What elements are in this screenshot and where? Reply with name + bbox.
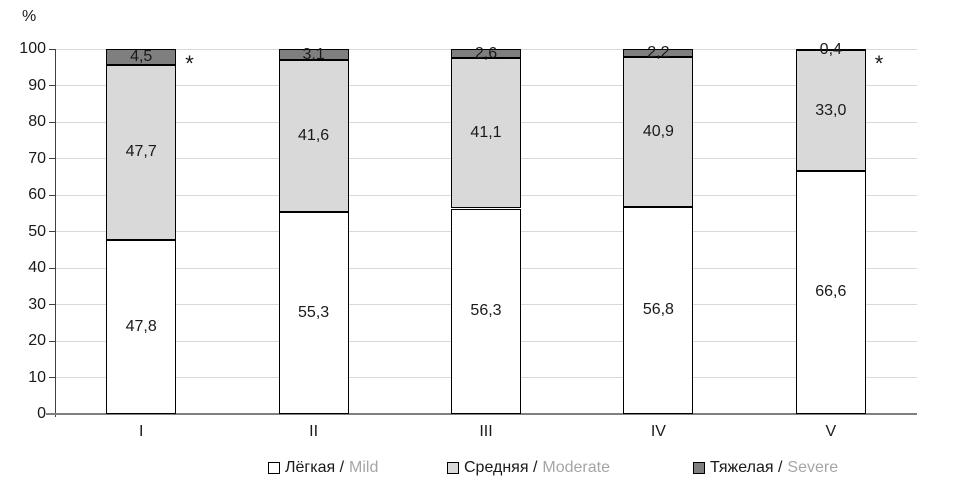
y-axis-tick (49, 340, 55, 342)
y-axis-tick-label: 10 (28, 368, 46, 386)
legend-label-ru-mild: Лёгкая / (285, 459, 345, 476)
legend-label-en-severe: Severe (787, 459, 839, 476)
legend-item-moderate: Средняя / Moderate (447, 458, 610, 478)
y-axis-tick-label: 20 (28, 332, 46, 349)
y-axis-tick-label: 100 (19, 40, 46, 57)
legend-label-en-moderate: Moderate (542, 459, 610, 476)
y-axis-tick (49, 267, 55, 269)
y-axis-tick (49, 121, 55, 123)
bar-IV-severe-segment (623, 49, 694, 58)
x-axis-category-label: I (138, 423, 144, 440)
y-axis-tick-label: 30 (28, 295, 46, 313)
bar-IV-mild-value-label: 56,8 (642, 301, 674, 319)
bar-II-moderate-segment (278, 60, 349, 213)
x-axis-category-label: II (309, 423, 319, 440)
bar-V-moderate-value-label: 33,0 (815, 101, 847, 119)
y-axis-tick-label: 40 (28, 259, 46, 276)
y-axis-line (55, 49, 56, 417)
y-axis-tick (49, 85, 55, 86)
bar-IV-moderate-segment (623, 57, 694, 207)
bar-III-mild-segment (451, 208, 521, 414)
bar-IV-moderate-value-label: 40,9 (642, 123, 674, 141)
bar-III-moderate-value-label: 41,1 (470, 124, 502, 142)
bar-I-mild-value-label: 47,8 (125, 317, 157, 335)
legend-swatch-moderate (447, 462, 459, 474)
bar-II-severe-segment (278, 49, 349, 61)
bar-III-moderate-segment (451, 58, 521, 209)
y-axis-tick (49, 231, 55, 232)
bar-IV-mild-segment (623, 206, 694, 414)
x-axis-category-label: III (479, 423, 493, 440)
legend-label-ru-severe: Тяжелая / (710, 459, 783, 476)
bar-I-moderate-segment (106, 65, 177, 240)
y-axis-tick-label: 80 (28, 113, 46, 130)
y-axis-tick (49, 194, 55, 196)
y-axis-tick (49, 304, 55, 305)
significance-asterisk: * (185, 51, 194, 76)
x-axis-line (46, 413, 917, 415)
bar-II-mild-segment (278, 212, 349, 414)
bar-I-severe-value-label: 4,5 (130, 48, 153, 66)
significance-asterisk: * (874, 51, 884, 76)
y-axis-tick-label: 70 (28, 149, 46, 167)
bar-II-mild-value-label: 55,3 (298, 304, 330, 322)
bar-IV-severe-value-label: 2,2 (647, 44, 670, 62)
bar-I-moderate-value-label: 47,7 (125, 143, 157, 161)
legend-label-en-mild: Mild (349, 459, 379, 476)
legend-label-ru-moderate: Средняя / (464, 459, 538, 476)
y-axis-tick-label: 90 (28, 76, 46, 94)
bar-I-severe-segment (106, 49, 177, 66)
x-axis-category-label: V (825, 423, 837, 440)
bar-III-severe-segment (451, 49, 521, 59)
bar-II-moderate-value-label: 41,6 (298, 127, 330, 145)
legend-item-mild: Лёгкая / Mild (268, 458, 378, 478)
bar-V-mild-segment (795, 170, 866, 414)
y-axis-tick (49, 48, 55, 50)
y-axis-tick (49, 377, 55, 378)
y-axis-tick (49, 158, 55, 159)
bar-III-severe-value-label: 2,6 (474, 44, 498, 62)
bar-III-mild-value-label: 56,3 (470, 302, 502, 320)
y-axis-tick-label: 60 (28, 186, 46, 203)
legend-item-severe: Тяжелая / Severe (693, 458, 838, 478)
bar-V-severe-segment (795, 49, 866, 51)
y-axis-unit-label: % (22, 8, 37, 25)
bar-V-severe-value-label: 0,4 (819, 40, 842, 58)
bar-I-mild-segment (106, 239, 177, 414)
legend-swatch-severe (693, 462, 705, 474)
y-axis-tick-label: 50 (28, 222, 46, 240)
legend-swatch-mild (268, 462, 280, 474)
x-axis-category-label: IV (650, 423, 666, 440)
bar-II-severe-value-label: 3,1 (302, 45, 325, 63)
bar-V-mild-value-label: 66,6 (815, 283, 847, 301)
y-axis-tick-label: 0 (37, 405, 46, 422)
